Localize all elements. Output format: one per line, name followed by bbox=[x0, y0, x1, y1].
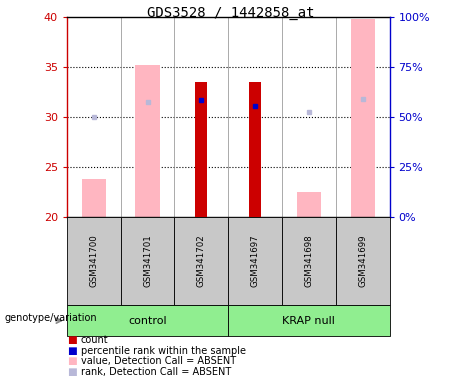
Text: GSM341699: GSM341699 bbox=[358, 235, 367, 287]
Bar bbox=[82, 179, 106, 217]
Text: control: control bbox=[128, 316, 167, 326]
Text: ■: ■ bbox=[67, 367, 77, 377]
Bar bbox=[249, 82, 261, 217]
Text: GDS3528 / 1442858_at: GDS3528 / 1442858_at bbox=[147, 6, 314, 20]
Text: GSM341702: GSM341702 bbox=[197, 235, 206, 288]
Text: ■: ■ bbox=[67, 346, 77, 356]
Text: GSM341698: GSM341698 bbox=[304, 235, 313, 288]
Text: percentile rank within the sample: percentile rank within the sample bbox=[81, 346, 246, 356]
Text: GSM341697: GSM341697 bbox=[251, 235, 260, 288]
Text: value, Detection Call = ABSENT: value, Detection Call = ABSENT bbox=[81, 356, 236, 366]
Text: ■: ■ bbox=[67, 356, 77, 366]
Text: ■: ■ bbox=[67, 335, 77, 345]
Bar bbox=[297, 192, 321, 217]
Bar bbox=[195, 82, 207, 217]
Text: count: count bbox=[81, 335, 108, 345]
Text: GSM341700: GSM341700 bbox=[89, 235, 98, 288]
Text: rank, Detection Call = ABSENT: rank, Detection Call = ABSENT bbox=[81, 367, 231, 377]
Bar bbox=[136, 65, 160, 217]
Bar bbox=[350, 19, 375, 217]
Text: genotype/variation: genotype/variation bbox=[5, 313, 97, 323]
Text: GSM341701: GSM341701 bbox=[143, 235, 152, 288]
Text: KRAP null: KRAP null bbox=[283, 316, 335, 326]
